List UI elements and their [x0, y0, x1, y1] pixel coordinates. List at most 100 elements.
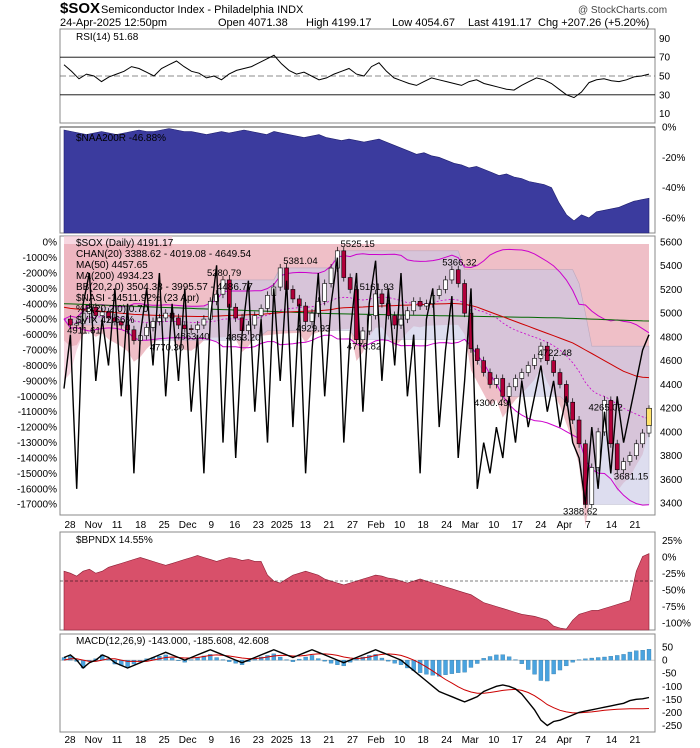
price-title: $SOX (Daily) 4191.17 — [76, 238, 174, 249]
price-panel: 5600 5400 5200 5000 4800 4600 4400 4200 4000 3800… — [17, 235, 683, 531]
watermark: @ StockCharts.com — [578, 5, 667, 16]
price-tick-0: 5600 — [660, 237, 683, 248]
bpnd-tick-2: -25% — [662, 569, 685, 580]
nasi-tick-15: -15000% — [17, 469, 57, 480]
bpnd-legend: $BPNDX 14.55% — [76, 535, 153, 546]
rsi-tick-2: 50 — [659, 72, 671, 83]
price-xlabel-23: 14 — [606, 520, 618, 531]
macd-hist-bar — [506, 656, 512, 661]
price-xlabel-19: 17 — [512, 520, 524, 531]
macd-hist-bar — [214, 657, 219, 661]
candle-body — [525, 365, 531, 373]
macd-hist-bar — [278, 656, 283, 661]
macd-tick-1: 0 — [662, 656, 668, 667]
legend-chan: CHAN(20) 3388.62 - 4019.08 - 4649.54 — [76, 249, 252, 260]
macd-xlabel-10: 13 — [300, 735, 312, 746]
price-xlabel-3: 18 — [135, 520, 147, 531]
macd-xlabel-4: 25 — [159, 735, 171, 746]
candle-body — [233, 306, 238, 319]
nasi-tick-5: -5000% — [23, 315, 58, 326]
rsi-legend: RSI(14) 51.68 — [76, 32, 139, 43]
price-annotation-8: 4853.20 — [226, 333, 260, 344]
macd-panel: 50 0 -50 -100 -150 -200 -250 MACD(12,26,9) -14… — [59, 633, 682, 746]
nasi-tick-16: -16000% — [17, 484, 57, 495]
macd-hist-bar — [271, 653, 276, 661]
macd-hist-bar — [640, 650, 645, 661]
candle-body — [277, 267, 283, 288]
candle-body — [176, 317, 181, 326]
macd-hist-bar — [309, 655, 315, 661]
nasi-tick-11: -11000% — [18, 407, 57, 418]
candle-body — [513, 378, 518, 388]
macd-hist-bar — [208, 654, 213, 661]
macd-hist-bar — [290, 659, 296, 662]
nasi-tick-17: -17000% — [17, 500, 57, 511]
macd-hist-bar — [462, 659, 467, 673]
nasi-tick-12: -12000% — [17, 423, 57, 434]
macd-hist-bar — [475, 659, 480, 664]
price-annotation-10: 4770.30 — [150, 342, 184, 353]
candle-body — [570, 401, 575, 421]
macd-xlabel-11: 21 — [323, 735, 335, 746]
macd-xlabel-13: Feb — [367, 735, 385, 746]
price-xlabel-21: Apr — [557, 520, 573, 531]
candle-body — [487, 372, 493, 385]
rsi-tick-4: 10 — [659, 109, 671, 120]
rsi-tick-0: 90 — [659, 34, 671, 45]
macd-hist-bar — [634, 650, 639, 661]
nasi-tick-2: -2000% — [23, 268, 58, 279]
price-annotation-6: 4929.93 — [296, 323, 330, 334]
chart-name: Semiconductor Index - Philadelphia INDX — [101, 4, 304, 16]
candle-body — [455, 269, 461, 284]
candle-body — [475, 348, 480, 361]
candle-body — [220, 279, 226, 295]
price-xlabel-1: Nov — [85, 520, 103, 531]
nasi-tick-14: -14000% — [17, 453, 57, 464]
candle-body — [405, 310, 410, 320]
price-xlabel-14: 10 — [394, 520, 406, 531]
macd-hist-bar — [583, 658, 588, 661]
bpnd-tick-1: 0% — [662, 553, 677, 564]
macd-xlabel-21: Apr — [557, 735, 573, 746]
macd-hist-bar — [545, 659, 550, 682]
last-value: Last 4191.17 — [468, 17, 532, 29]
macd-xlabel-15: 18 — [418, 735, 430, 746]
chart-date: 24-Apr-2025 12:50pm — [60, 17, 167, 29]
macd-hist-bar — [417, 659, 423, 673]
candle-body — [201, 318, 207, 326]
rsi-tick-3: 30 — [659, 90, 671, 101]
candle-body — [589, 467, 595, 505]
candle-body — [538, 345, 544, 359]
candle-body — [564, 384, 569, 403]
nasi-tick-7: -7000% — [23, 346, 58, 357]
macd-signal-line — [63, 653, 650, 714]
price-xlabel-9: 2025 — [271, 520, 294, 531]
macd-line — [63, 648, 650, 727]
candle-body — [627, 455, 633, 462]
nasi-line — [63, 257, 650, 505]
price-xlabel-11: 21 — [323, 520, 335, 531]
macd-legend: MACD(12,26,9) -143.000, -185.608, 42.608 — [76, 636, 269, 647]
bpnd-panel: 25% 0% -25% -50% -75% -100% $BPNDX 14.55% — [59, 531, 691, 631]
nasi-tick-8: -8000% — [23, 361, 58, 372]
price-xlabel-5: Dec — [179, 520, 197, 531]
legend-ma50: MA(50) 4457.65 — [76, 260, 148, 271]
price-xlabel-16: 24 — [441, 520, 453, 531]
bb-mid — [63, 296, 650, 420]
price-annotation-1: 5381.04 — [283, 256, 317, 267]
macd-hist-bar — [481, 658, 486, 661]
candle-body — [392, 315, 397, 326]
macd-hist-bar — [532, 659, 537, 675]
candle-body — [303, 305, 308, 322]
candle-body — [640, 432, 645, 445]
candle-body — [131, 329, 137, 341]
candle-body — [74, 323, 80, 326]
macd-tick-6: -250 — [662, 721, 682, 732]
price-tick-6: 4400 — [660, 380, 683, 391]
price-xlabel-12: 27 — [347, 520, 359, 531]
candle-body — [519, 372, 525, 379]
macd-hist-bar — [557, 659, 563, 671]
candle-body — [436, 289, 442, 296]
candle-body — [379, 293, 385, 304]
